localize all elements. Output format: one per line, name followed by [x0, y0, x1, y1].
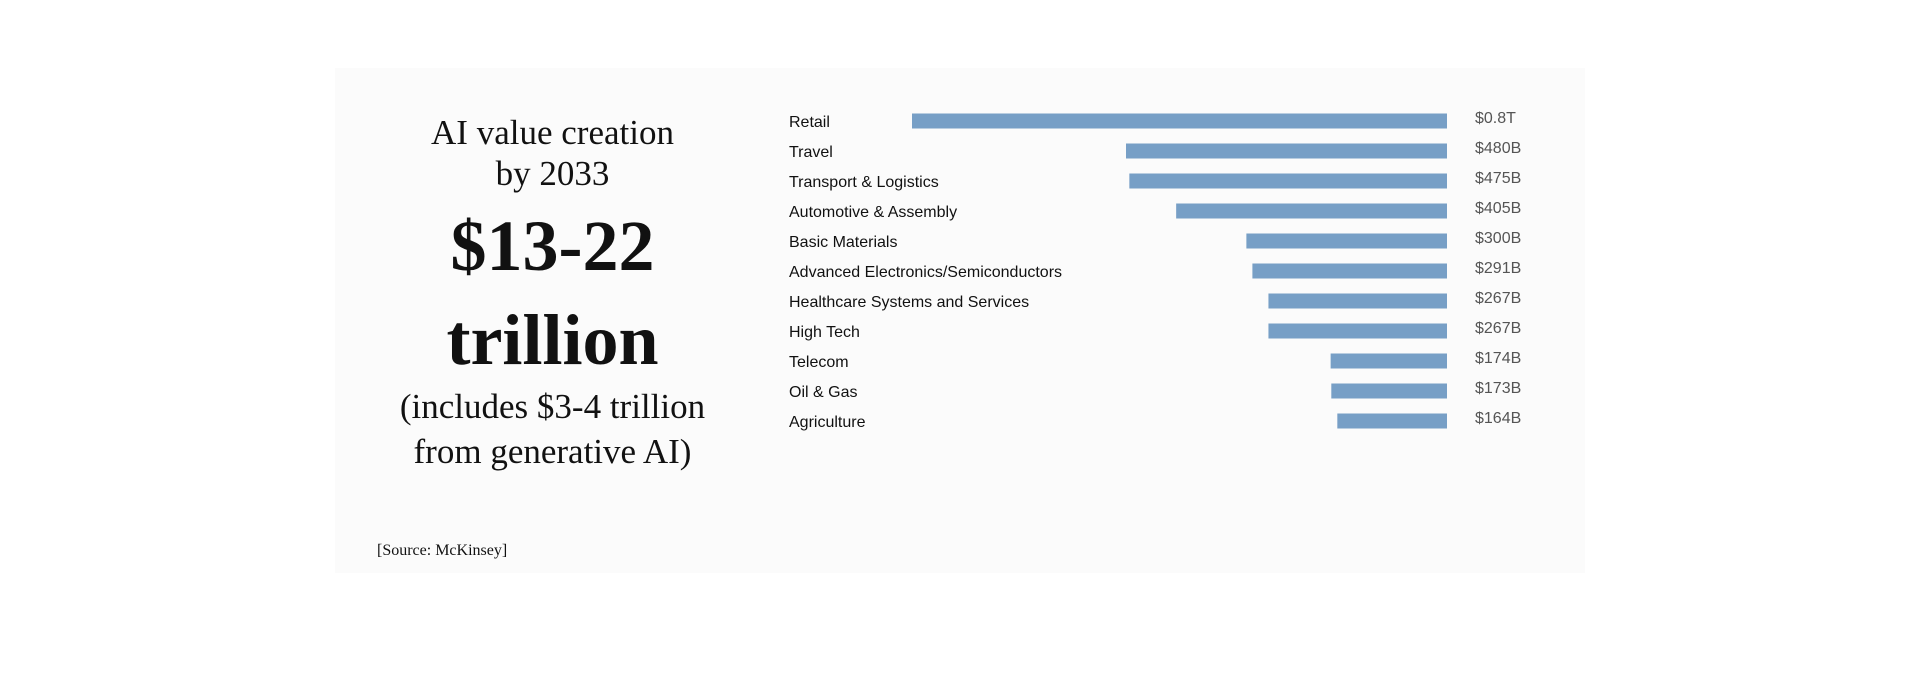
value-label: $174B	[1475, 350, 1521, 367]
category-label: Transport & Logistics	[789, 174, 939, 191]
bar	[1252, 263, 1447, 279]
headline-figure-2: trillion	[446, 300, 659, 380]
value-label: $267B	[1475, 290, 1521, 307]
value-label: $300B	[1475, 230, 1521, 247]
bar	[1129, 173, 1447, 189]
value-label: $173B	[1475, 380, 1521, 397]
category-label: Advanced Electronics/Semiconductors	[789, 264, 1062, 281]
value-label: $0.8T	[1475, 110, 1516, 127]
bar	[912, 113, 1447, 129]
value-label: $291B	[1475, 260, 1521, 277]
bar	[1246, 233, 1447, 249]
bar	[1337, 413, 1447, 429]
value-label: $475B	[1475, 170, 1521, 187]
category-label: High Tech	[789, 324, 860, 341]
bar	[1176, 203, 1447, 219]
bar	[1268, 293, 1447, 309]
category-label: Travel	[789, 144, 833, 161]
category-label: Agriculture	[789, 414, 866, 431]
headline-note-2: from generative AI)	[413, 432, 692, 471]
value-label: $405B	[1475, 200, 1521, 217]
value-label: $480B	[1475, 140, 1521, 157]
headline-block: AI value creation by 2033 $13-22 trillio…	[360, 112, 745, 472]
value-label: $164B	[1475, 410, 1521, 427]
category-label: Oil & Gas	[789, 384, 857, 401]
headline-figure-1: $13-22	[450, 206, 655, 286]
value-label: $267B	[1475, 320, 1521, 337]
category-label: Automotive & Assembly	[789, 204, 957, 221]
source-note: [Source: McKinsey]	[377, 542, 508, 559]
bar	[1126, 143, 1447, 159]
headline-line-2: by 2033	[495, 154, 610, 193]
category-label: Retail	[789, 114, 830, 131]
headline-note-1: (includes $3-4 trillion	[399, 387, 706, 426]
bar	[1268, 323, 1447, 339]
category-label: Healthcare Systems and Services	[789, 294, 1029, 311]
bar	[1330, 353, 1447, 369]
category-label: Telecom	[789, 354, 849, 371]
bar	[1331, 383, 1447, 399]
category-label: Basic Materials	[789, 234, 897, 251]
headline-line-1: AI value creation	[431, 113, 674, 152]
